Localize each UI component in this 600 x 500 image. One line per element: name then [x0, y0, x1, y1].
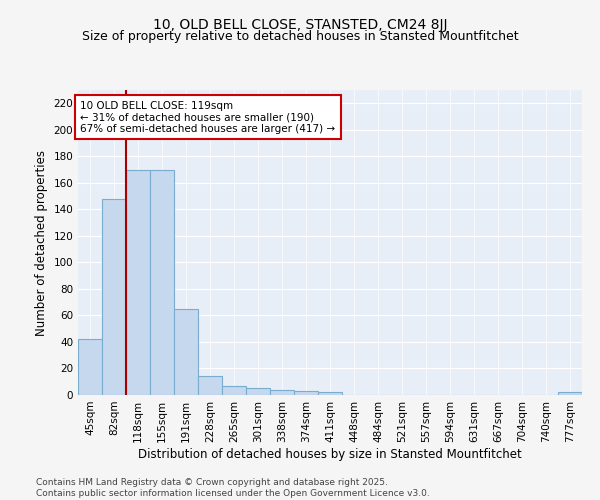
Text: Size of property relative to detached houses in Stansted Mountfitchet: Size of property relative to detached ho… [82, 30, 518, 43]
Bar [78, 340, 102, 395]
Text: Contains HM Land Registry data © Crown copyright and database right 2025.
Contai: Contains HM Land Registry data © Crown c… [36, 478, 430, 498]
Bar [222, 386, 246, 395]
Bar [198, 376, 222, 395]
Bar [270, 390, 294, 395]
Bar [150, 170, 174, 395]
Bar [246, 388, 270, 395]
Bar [294, 391, 318, 395]
Bar [318, 392, 342, 395]
Y-axis label: Number of detached properties: Number of detached properties [35, 150, 48, 336]
Text: 10, OLD BELL CLOSE, STANSTED, CM24 8JJ: 10, OLD BELL CLOSE, STANSTED, CM24 8JJ [153, 18, 447, 32]
Text: 10 OLD BELL CLOSE: 119sqm
← 31% of detached houses are smaller (190)
67% of semi: 10 OLD BELL CLOSE: 119sqm ← 31% of detac… [80, 100, 335, 134]
Bar [102, 198, 126, 395]
Bar [174, 309, 198, 395]
Bar [558, 392, 582, 395]
X-axis label: Distribution of detached houses by size in Stansted Mountfitchet: Distribution of detached houses by size … [138, 448, 522, 460]
Bar [126, 170, 150, 395]
